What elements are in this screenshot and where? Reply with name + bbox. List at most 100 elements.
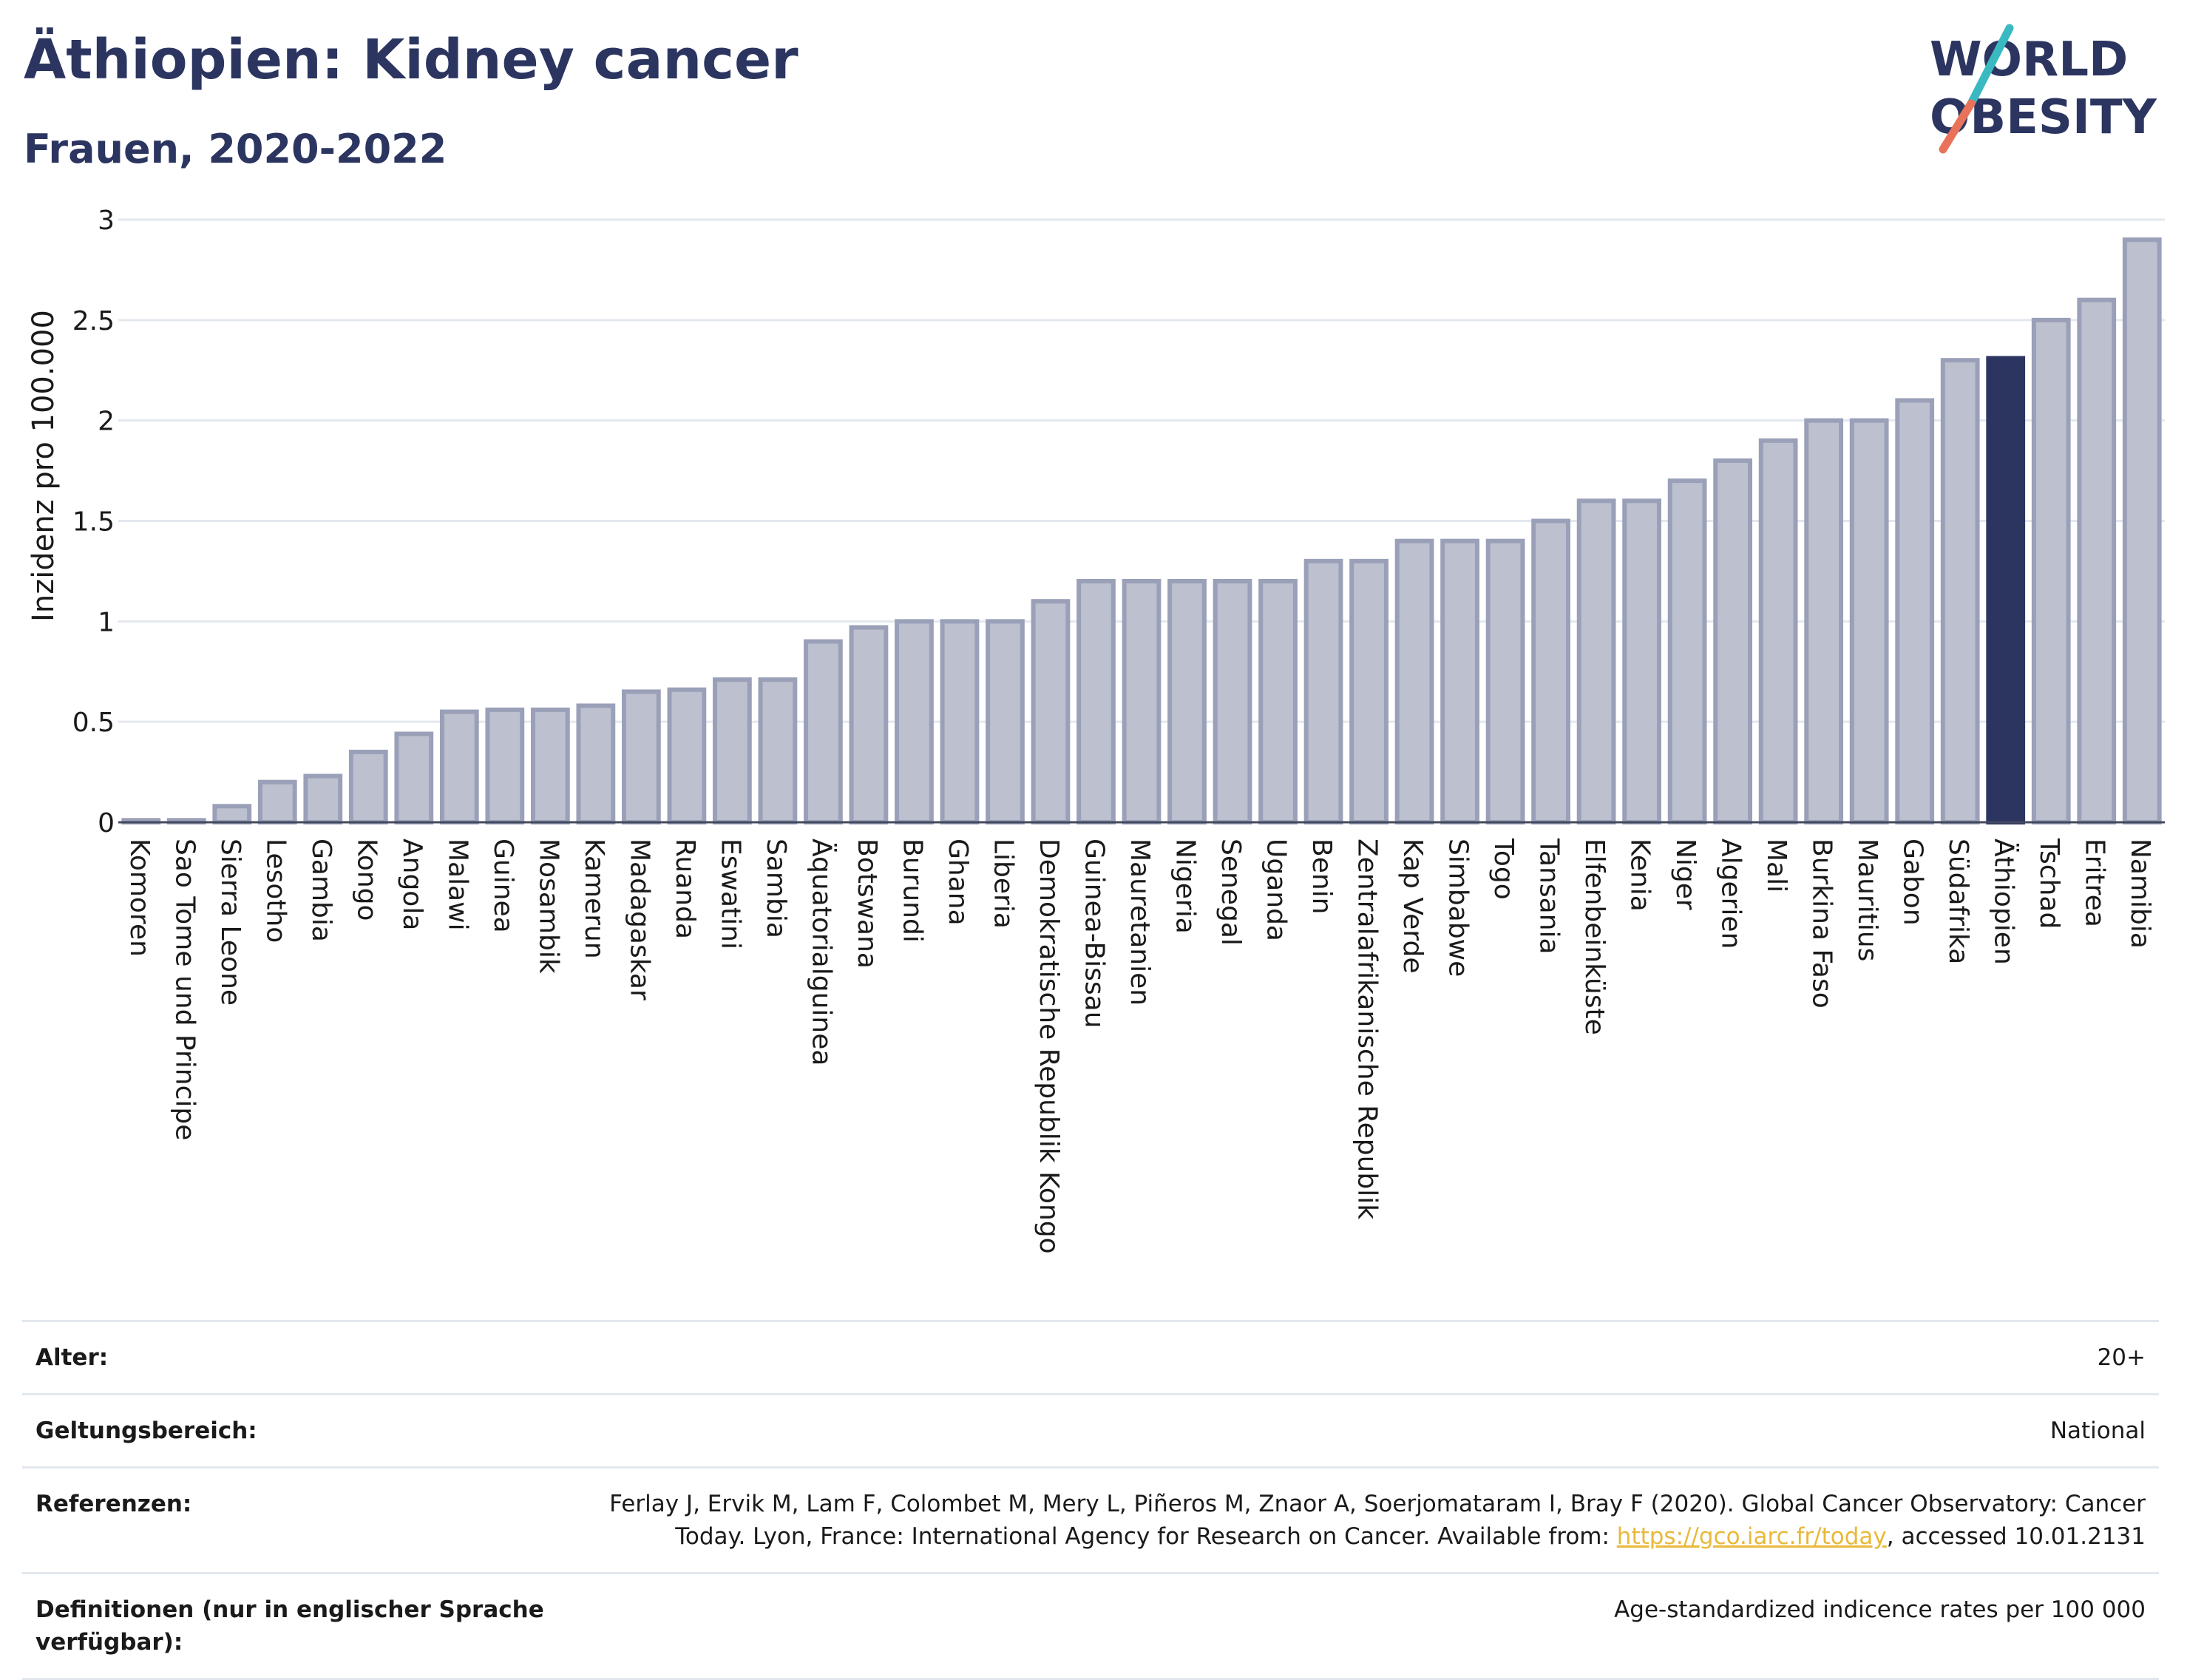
x-tick-label: Tansania <box>1534 838 1564 955</box>
logo-slash-coral <box>1939 99 1976 154</box>
bar <box>940 619 980 824</box>
bar <box>1303 558 1343 824</box>
x-tick-label: Gambia <box>306 839 336 942</box>
references-accessed: , accessed 10.01.2131 <box>1886 1523 2146 1550</box>
bar <box>1576 498 1616 824</box>
x-tick-label: Mauritius <box>1852 839 1882 961</box>
bar <box>1213 579 1252 824</box>
bar <box>530 707 570 824</box>
meta-row-definitions: Definitionen (nur in englischer Sprache … <box>22 1572 2159 1680</box>
y-tick-labels: 0 0.5 1 1.5 2 2.5 3 <box>72 206 115 839</box>
logo-line1: WORLD <box>1930 33 2128 87</box>
bar <box>257 779 297 824</box>
y-tick-label: 3 <box>98 206 115 236</box>
x-tick-label: Demokratische Republik Kongo <box>1034 839 1064 1254</box>
bar <box>1849 418 1889 824</box>
bar-chart: 0 0.5 1 1.5 2 2.5 3 Komoren Sao Tome und Princi… <box>27 206 2165 1254</box>
meta-row-references: Referenzen: Ferlay J, Ervik M, Lam F, Co… <box>22 1466 2159 1572</box>
x-tick-label: Sambia <box>761 839 791 938</box>
x-tick-label: Ghana <box>943 839 973 926</box>
definitions-label: Definitionen (nur in englischer Sprache … <box>35 1596 544 1656</box>
bar <box>758 677 798 824</box>
bar <box>2031 317 2071 825</box>
x-tick-label: Kongo <box>351 839 382 921</box>
x-tick-label: Eswatini <box>715 839 745 949</box>
bar <box>1758 438 1798 824</box>
x-tick-label: Komoren <box>124 839 155 957</box>
bar <box>667 687 707 825</box>
x-tick-label: Elfenbeinküste <box>1579 839 1610 1035</box>
age-label: Alter: <box>35 1344 109 1371</box>
bar <box>348 749 388 825</box>
bar <box>1895 398 1935 824</box>
x-tick-label: Äquatorialguinea <box>806 839 837 1066</box>
x-tick-label: Simbabwe <box>1443 839 1474 977</box>
x-tick-label: Uganda <box>1261 839 1292 941</box>
y-axis-label: Inzidenz pro 100.000 <box>27 310 61 622</box>
bar <box>1076 579 1116 824</box>
x-tick-label: Nigeria <box>1170 839 1201 934</box>
x-tick-label: Mauretanien <box>1125 839 1155 1006</box>
bar <box>895 619 934 824</box>
bar <box>1167 579 1207 824</box>
bar <box>1485 538 1525 825</box>
x-tick-label: Tschad <box>2034 838 2064 929</box>
bar <box>1622 498 1661 824</box>
y-tick-label: 1 <box>98 607 115 637</box>
bar <box>1713 458 1753 824</box>
x-tick-label: Benin <box>1306 839 1337 914</box>
age-value: 20+ <box>2097 1344 2146 1371</box>
bar <box>485 707 525 824</box>
x-tick-label: Kenia <box>1625 839 1655 912</box>
x-tick-label: Togo <box>1488 838 1519 900</box>
bar <box>303 773 343 825</box>
x-tick-label: Eritrea <box>2080 839 2110 927</box>
y-tick-label: 2.5 <box>72 306 115 336</box>
bar <box>1031 599 1071 825</box>
bar <box>2077 297 2117 824</box>
definitions-value: Age-standardized indicence rates per 100… <box>1614 1596 2146 1623</box>
x-tick-label: Kap Verde <box>1397 839 1428 973</box>
bar <box>212 804 252 825</box>
x-tick-label: Südafrika <box>1943 839 1973 964</box>
bar <box>1440 538 1479 825</box>
x-tick-label: Zentralafrikanische Republik <box>1352 839 1383 1219</box>
references-link[interactable]: https://gco.iarc.fr/today <box>1616 1523 1887 1550</box>
x-tick-label: Malawi <box>442 839 472 931</box>
bars <box>118 237 2165 825</box>
world-obesity-logo: WORLD OBESITY <box>1930 24 2157 154</box>
y-tick-label: 1.5 <box>72 507 115 538</box>
x-tick-label: Kamerun <box>579 839 609 959</box>
bar <box>804 639 843 824</box>
bar <box>1258 579 1298 824</box>
x-tick-label: Niger <box>1670 839 1701 910</box>
references-text: Ferlay J, Ervik M, Lam F, Colombet M, Me… <box>609 1491 2146 1550</box>
x-tick-label: Madagaskar <box>624 839 654 1000</box>
x-tick-label: Mosambik <box>533 839 563 974</box>
references-value: Ferlay J, Ervik M, Lam F, Colombet M, Me… <box>593 1488 2146 1553</box>
bar <box>1940 358 1980 824</box>
x-tick-label: Äthiopien <box>1989 839 2020 965</box>
meta-row-age: Alter: 20+ <box>22 1320 2159 1393</box>
x-tick-label: Mali <box>1761 839 1791 892</box>
chart-title: Äthiopien: Kidney cancer <box>24 28 798 92</box>
bar <box>2122 237 2162 824</box>
x-tick-label: Liberia <box>988 839 1018 929</box>
x-tick-label: Sierra Leone <box>215 839 245 1006</box>
x-tick-label: Namibia <box>2125 839 2155 949</box>
bar <box>986 619 1025 824</box>
x-tick-label: Guinea <box>488 839 518 933</box>
x-tick-label: Guinea-Bissau <box>1079 839 1109 1029</box>
x-tick-label: Lesotho <box>260 839 291 943</box>
bar <box>1667 478 1707 825</box>
bar <box>1804 418 1844 824</box>
bar <box>576 703 616 825</box>
x-tick-label: Ruanda <box>670 839 700 939</box>
x-tick-label: Burkina Faso <box>1807 839 1837 1009</box>
scope-label: Geltungsbereich: <box>35 1418 257 1444</box>
metadata-table: Alter: 20+ Geltungsbereich: National Ref… <box>22 1320 2159 1680</box>
bar <box>849 625 889 824</box>
bar <box>1531 518 1570 824</box>
x-tick-label: Gabon <box>1898 839 1928 926</box>
bar <box>1122 579 1162 824</box>
